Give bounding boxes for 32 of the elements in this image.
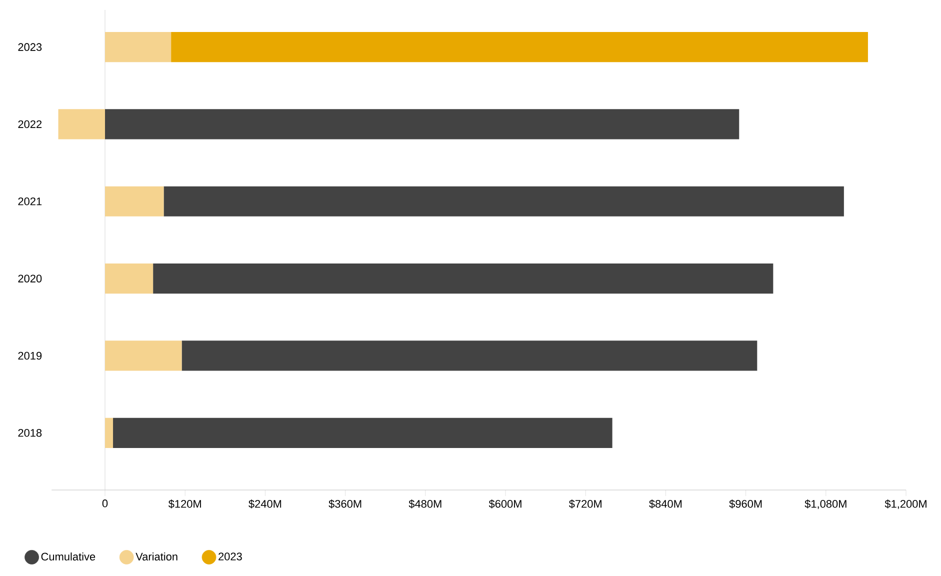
bar <box>182 340 758 371</box>
bar <box>164 186 844 216</box>
bar <box>105 418 114 448</box>
x-tick-label: $600M <box>488 500 522 508</box>
y-tick-label: 2019 <box>18 352 42 360</box>
bar <box>105 186 164 216</box>
x-tick-label: $840M <box>649 500 682 508</box>
y-tick-label: 2022 <box>18 120 42 128</box>
x-tick-label: 0 <box>102 500 108 508</box>
legend-label: Variation <box>136 552 178 561</box>
y-tick-label: 2020 <box>18 274 42 282</box>
bar <box>105 340 182 371</box>
legend-label: 2023 <box>218 552 242 560</box>
x-tick-label: $360M <box>328 500 362 508</box>
x-tick-label: $1,200M <box>884 500 926 510</box>
bar <box>153 264 774 294</box>
legend-label: Cumulative <box>41 552 96 561</box>
x-tick-label: $480M <box>408 500 442 508</box>
y-tick-label: 2023 <box>18 43 42 51</box>
y-tick-label: 2021 <box>18 198 42 206</box>
x-tick-label: $120M <box>168 500 201 508</box>
x-tick-label: $1,080M <box>804 500 846 510</box>
bar <box>105 109 740 140</box>
y-tick-label: 2018 <box>18 429 42 437</box>
bar <box>171 32 868 62</box>
x-tick-label: $720M <box>568 500 602 508</box>
bar <box>105 264 154 294</box>
bar <box>113 418 612 448</box>
bar <box>105 32 172 62</box>
x-tick-label: $240M <box>248 500 282 508</box>
x-tick-label: $960M <box>729 500 762 508</box>
bar <box>58 109 105 140</box>
